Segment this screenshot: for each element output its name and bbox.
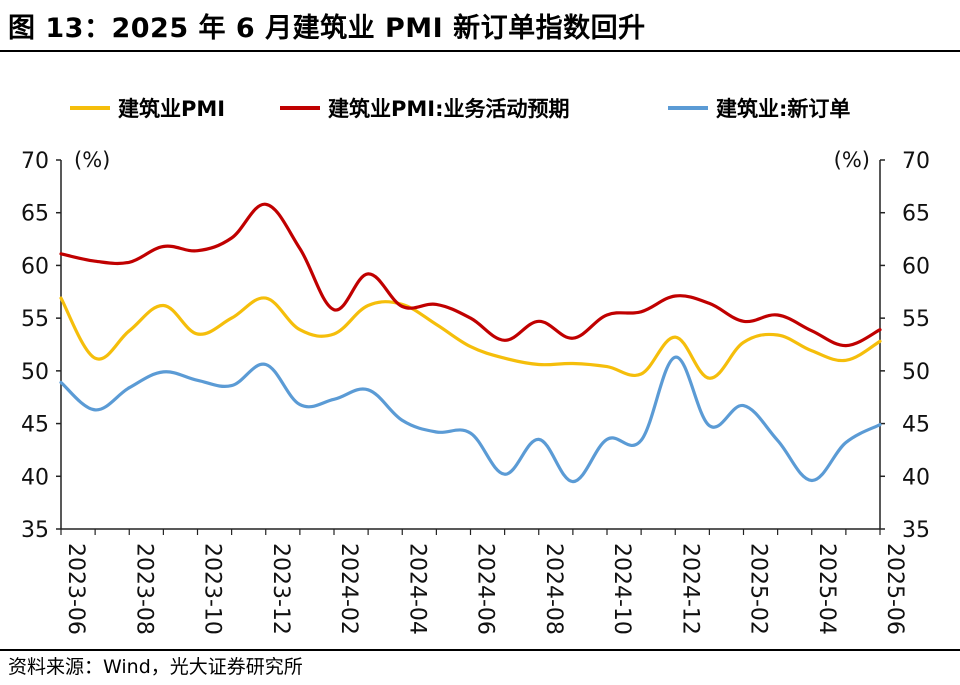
series-line-construction-pmi — [59, 296, 882, 380]
legend-label: 建筑业:新订单 — [716, 97, 850, 121]
source-note: 资料来源：Wind，光大证券研究所 — [8, 656, 303, 678]
title-rule — [0, 50, 960, 52]
series-line-new-orders — [59, 355, 882, 484]
y-tick-label-left: 60 — [21, 254, 49, 279]
y-tick-label-right: 55 — [902, 307, 930, 332]
legend-label: 建筑业PMI:业务活动预期 — [328, 97, 570, 121]
y-unit-left: (%) — [74, 148, 110, 172]
y-tick-label-left: 70 — [21, 149, 49, 174]
x-tick-label: 2024-06 — [473, 543, 498, 635]
legend-label: 建筑业PMI — [118, 97, 225, 121]
x-tick-label: 2023-06 — [63, 543, 88, 635]
chart-series — [59, 202, 882, 484]
y-tick-label-right: 40 — [902, 465, 930, 490]
x-tick-label: 2023-10 — [200, 543, 225, 635]
x-tick-label: 2025-06 — [882, 543, 907, 635]
series-line-business-expectation — [59, 202, 882, 348]
y-unit-right: (%) — [834, 148, 870, 172]
x-tick-label: 2024-08 — [541, 543, 566, 635]
source-rule — [0, 649, 960, 651]
x-tick-label: 2025-02 — [746, 543, 771, 635]
y-tick-label-right: 70 — [902, 149, 930, 174]
figure-title: 图 13：2025 年 6 月建筑业 PMI 新订单指数回升 — [8, 13, 646, 44]
y-tick-label-left: 50 — [21, 360, 49, 385]
y-tick-label-right: 50 — [902, 360, 930, 385]
x-tick-label: 2024-04 — [404, 543, 429, 635]
x-tick-label: 2024-02 — [336, 543, 361, 635]
chart-axes — [56, 159, 885, 535]
x-tick-label: 2024-10 — [609, 543, 634, 635]
y-tick-label-right: 45 — [902, 413, 930, 438]
y-tick-label-left: 55 — [21, 307, 49, 332]
y-tick-label-left: 40 — [21, 465, 49, 490]
x-tick-label: 2023-08 — [131, 543, 156, 635]
x-tick-label: 2024-12 — [677, 543, 702, 635]
chart-tick-labels: 35 35 40 40 45 45 50 50 55 55 60 60 65 65 70 70 (%) (%) 20… — [21, 148, 930, 635]
y-tick-label-left: 45 — [21, 413, 49, 438]
y-tick-label-right: 60 — [902, 254, 930, 279]
y-tick-label-left: 65 — [21, 202, 49, 227]
chart-legend: 建筑业PMI 建筑业PMI:业务活动预期 建筑业:新订单 — [70, 97, 850, 121]
y-tick-label-right: 35 — [902, 518, 930, 543]
y-tick-label-left: 35 — [21, 518, 49, 543]
y-tick-label-right: 65 — [902, 202, 930, 227]
x-tick-label: 2025-04 — [814, 543, 839, 635]
x-tick-label: 2023-12 — [268, 543, 293, 635]
